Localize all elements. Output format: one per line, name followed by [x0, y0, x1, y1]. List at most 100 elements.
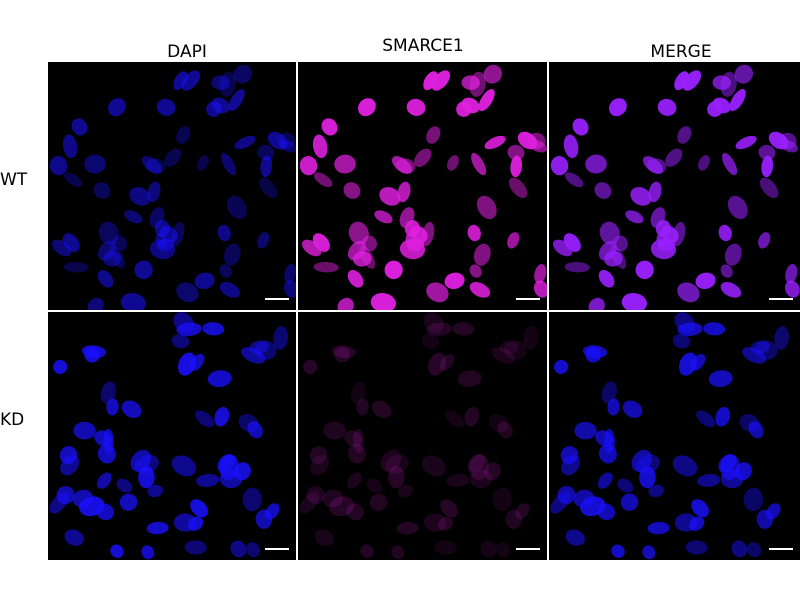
nucleus [129, 187, 151, 206]
panel-kd-smarce1 [298, 312, 547, 560]
nucleus [601, 381, 617, 404]
nucleus [334, 346, 351, 363]
nucleus [181, 70, 201, 91]
nucleus [230, 540, 247, 558]
nucleus [207, 370, 232, 387]
scale-bar [265, 548, 289, 550]
nucleus [647, 521, 670, 535]
nucleus [469, 282, 491, 298]
nucleus [219, 71, 236, 97]
nucleus [743, 487, 763, 512]
nucleus [347, 270, 364, 288]
nucleus [303, 359, 318, 375]
column-label-merge: MERGE [650, 42, 712, 62]
nucleus [414, 148, 432, 167]
nucleus [635, 454, 660, 474]
nucleus [564, 172, 584, 188]
nucleus [219, 282, 241, 298]
nucleus [366, 478, 383, 493]
nucleus [739, 414, 760, 433]
nucleus [273, 326, 289, 350]
nucleus [353, 251, 372, 267]
nucleus [241, 347, 266, 364]
nucleus [284, 263, 296, 284]
nucleus [426, 126, 441, 144]
nucleus [426, 322, 452, 337]
nucleus [103, 251, 122, 267]
nucleus [206, 101, 222, 117]
nucleus [648, 181, 662, 203]
nucleus [722, 152, 738, 176]
nucleus [491, 347, 516, 364]
nucleus [746, 542, 762, 558]
nucleus [149, 207, 165, 228]
nucleus [109, 245, 126, 269]
nucleus [476, 195, 497, 220]
nucleus [778, 132, 797, 150]
nucleus [731, 540, 748, 558]
nucleus [257, 144, 275, 161]
nucleus [397, 484, 414, 498]
nucleus [62, 233, 80, 252]
nucleus [715, 407, 731, 427]
nucleus [322, 489, 344, 508]
nucleus [421, 455, 447, 477]
nucleus [258, 177, 278, 199]
nucleus [646, 158, 667, 174]
nucleus [784, 280, 800, 298]
nucleus [599, 221, 620, 245]
nucleus [785, 263, 798, 284]
nucleus [585, 154, 607, 174]
nucleus [756, 509, 774, 529]
nucleus [149, 239, 176, 260]
nucleus [445, 410, 465, 428]
column-label-smarce1: SMARCE1 [382, 36, 464, 56]
nucleus [370, 292, 396, 310]
nucleus [550, 156, 569, 176]
nucleus [226, 195, 247, 220]
nucleus [434, 540, 457, 555]
nucleus [697, 473, 721, 487]
nucleus [388, 466, 405, 489]
nucleus [480, 540, 497, 558]
nucleus [696, 410, 716, 428]
nucleus [134, 260, 153, 280]
nucleus [62, 134, 78, 159]
nucleus [71, 118, 88, 136]
nucleus [483, 64, 503, 84]
nucleus [677, 126, 692, 144]
nucleus [439, 353, 455, 371]
nucleus [211, 75, 230, 90]
nucleus [703, 322, 726, 336]
nucleus [630, 187, 652, 206]
nucleus [310, 454, 330, 476]
panel-kd-merge [549, 312, 800, 560]
nucleus [267, 131, 288, 150]
nucleus [195, 410, 215, 428]
nucleus [138, 466, 155, 489]
nucleus [478, 89, 495, 112]
nucleus [464, 407, 480, 427]
nucleus [119, 493, 138, 511]
nucleus [515, 503, 530, 520]
nucleus [622, 400, 643, 418]
nucleus [260, 155, 273, 178]
nucleus [309, 446, 328, 464]
nucleus [238, 414, 259, 433]
nucleus [724, 243, 742, 266]
nucleus [672, 333, 691, 349]
nucleus [598, 270, 615, 288]
nucleus [314, 529, 334, 546]
nucleus [427, 352, 447, 376]
nucleus [217, 454, 236, 473]
nucleus [742, 347, 767, 364]
nucleus [63, 261, 89, 273]
nucleus [147, 181, 161, 203]
nucleus [348, 221, 369, 245]
nucleus [657, 98, 677, 116]
nucleus [374, 210, 393, 224]
nucleus [467, 224, 481, 242]
nucleus [758, 144, 776, 161]
nucleus [426, 282, 449, 303]
nucleus [84, 154, 106, 174]
